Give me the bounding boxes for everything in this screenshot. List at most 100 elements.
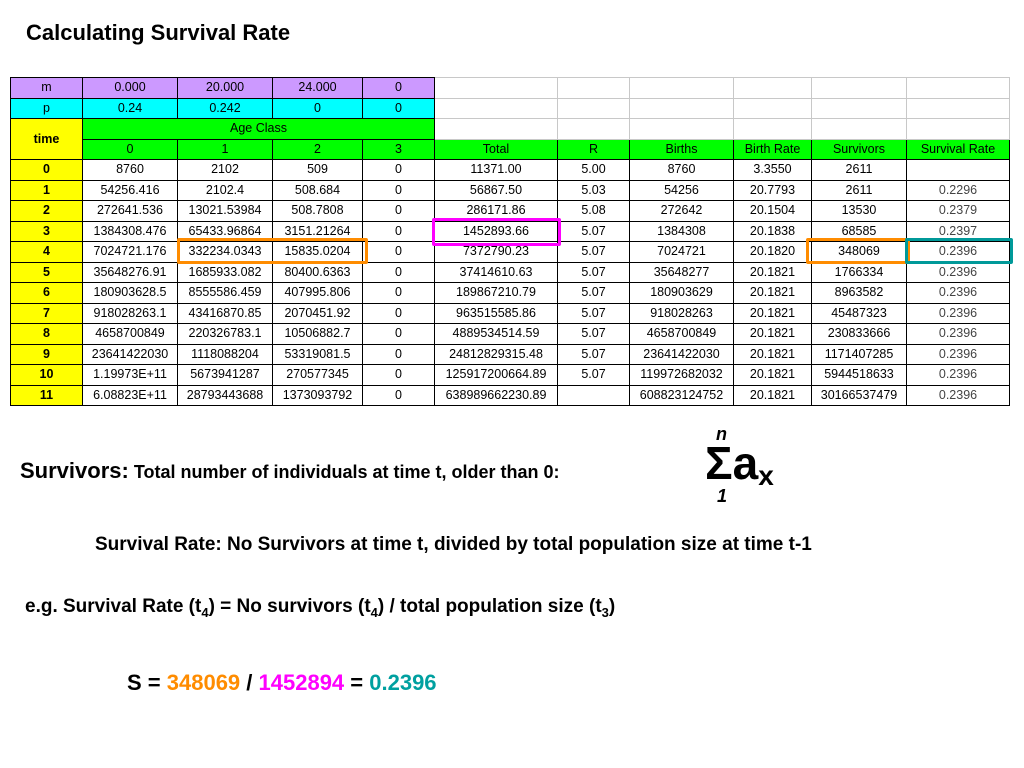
survivors-term: Survivors: xyxy=(20,458,129,483)
data-cell: 272641.536 xyxy=(82,200,178,222)
formula-result: 0.2396 xyxy=(369,670,437,695)
data-cell: 918028263 xyxy=(629,302,734,324)
column-header: R xyxy=(557,138,630,160)
data-cell: 0.2396 xyxy=(906,302,1010,324)
data-cell: 5.07 xyxy=(557,323,630,345)
empty-cell xyxy=(557,77,630,99)
column-header: Survival Rate xyxy=(906,138,1010,160)
data-cell xyxy=(906,159,1010,181)
data-cell: 45487323 xyxy=(811,302,907,324)
time-cell: 3 xyxy=(10,220,83,242)
data-cell: 68585 xyxy=(811,220,907,242)
empty-cell xyxy=(733,97,812,119)
data-cell: 35648277 xyxy=(629,261,734,283)
data-cell: 0 xyxy=(362,343,435,365)
formula-slash: / xyxy=(240,670,259,695)
example-sub-3: 3 xyxy=(601,604,609,620)
formula-prefix: S = xyxy=(127,670,167,695)
empty-cell xyxy=(733,77,812,99)
formula-total: 1452894 xyxy=(258,670,345,695)
empty-cell xyxy=(557,97,630,119)
table-row: 2 272641.536 13021.53984 508.7808 0 286171.86… xyxy=(10,200,1010,222)
m-value: 0.000 xyxy=(82,77,178,99)
data-cell: 638989662230.89 xyxy=(434,384,558,406)
table-row: 1 54256.416 2102.4 508.684 0 56867.50 5.03 5425… xyxy=(10,179,1010,201)
age-class-header: Age Class xyxy=(82,118,435,140)
data-cell: 8760 xyxy=(629,159,734,181)
time-header: time xyxy=(10,118,83,160)
table-row: 6 180903628.5 8555586.459 407995.806 0 189867… xyxy=(10,282,1010,304)
m-value: 24.000 xyxy=(272,77,363,99)
age-class-number: 0 xyxy=(82,138,178,160)
data-cell: 1384308.476 xyxy=(82,220,178,242)
data-cell: 7024721 xyxy=(629,241,734,263)
data-cell: 963515585.86 xyxy=(434,302,558,324)
data-cell: 1171407285 xyxy=(811,343,907,365)
empty-cell xyxy=(629,97,734,119)
data-cell: 119972682032 xyxy=(629,364,734,386)
data-cell: 20.1821 xyxy=(733,343,812,365)
data-cell: 0.2296 xyxy=(906,179,1010,201)
table-row: 11 6.08823E+11 28793443688 1373093792 0 63898… xyxy=(10,384,1010,406)
data-cell: 11371.00 xyxy=(434,159,558,181)
survival-rate-definition: Survival Rate: No Survivors at time t, d… xyxy=(95,534,812,555)
data-cell: 0 xyxy=(362,384,435,406)
data-cell: 24812829315.48 xyxy=(434,343,558,365)
data-cell: 7024721.176 xyxy=(82,241,178,263)
data-cell: 5673941287 xyxy=(177,364,273,386)
data-cell: 1118088204 xyxy=(177,343,273,365)
data-cell: 1452893.66 xyxy=(434,220,558,242)
data-cell: 2102.4 xyxy=(177,179,273,201)
empty-cell xyxy=(811,118,907,140)
data-cell: 508.684 xyxy=(272,179,363,201)
data-cell: 7372790.23 xyxy=(434,241,558,263)
example-text-4: ) xyxy=(608,596,616,617)
data-cell: 8555586.459 xyxy=(177,282,273,304)
data-cell: 4658700849 xyxy=(629,323,734,345)
sum-symbol: Σa xyxy=(705,437,759,489)
data-cell: 0.2396 xyxy=(906,323,1010,345)
table-row: 8 4658700849 220326783.1 10506882.7 0 4889534… xyxy=(10,323,1010,345)
data-cell: 13530 xyxy=(811,200,907,222)
data-cell: 4889534514.59 xyxy=(434,323,558,345)
data-cell: 20.1821 xyxy=(733,261,812,283)
data-cell: 20.7793 xyxy=(733,179,812,201)
data-cell: 189867210.79 xyxy=(434,282,558,304)
m-row: m 0.000 20.000 24.000 0 xyxy=(10,77,1010,99)
example-text-3: ) / total population size (t xyxy=(377,596,602,617)
data-cell: 1685933.082 xyxy=(177,261,273,283)
data-cell: 220326783.1 xyxy=(177,323,273,345)
empty-cell xyxy=(629,118,734,140)
column-header: Total xyxy=(434,138,558,160)
data-cell: 20.1821 xyxy=(733,282,812,304)
data-cell: 3.3550 xyxy=(733,159,812,181)
time-cell: 1 xyxy=(10,179,83,201)
sum-subscript: x xyxy=(758,460,774,491)
empty-cell xyxy=(906,118,1010,140)
sum-lower-limit: 1 xyxy=(717,486,728,506)
survivors-definition-text: Total number of individuals at time t, o… xyxy=(133,462,560,482)
survival-formula: S = 348069 / 1452894 = 0.2396 xyxy=(127,670,437,696)
sum-formula: Σax xyxy=(705,436,774,491)
data-cell: 5.07 xyxy=(557,241,630,263)
data-cell: 35648276.91 xyxy=(82,261,178,283)
data-cell xyxy=(557,384,630,406)
data-cell: 0.2397 xyxy=(906,220,1010,242)
time-cell: 7 xyxy=(10,302,83,324)
data-cell: 28793443688 xyxy=(177,384,273,406)
empty-cell xyxy=(434,77,558,99)
data-cell: 407995.806 xyxy=(272,282,363,304)
data-cell: 2102 xyxy=(177,159,273,181)
data-cell: 2070451.92 xyxy=(272,302,363,324)
page-title: Calculating Survival Rate xyxy=(26,20,291,45)
sum-upper-limit: n xyxy=(716,424,727,444)
time-cell: 8 xyxy=(10,323,83,345)
m-label: m xyxy=(10,77,83,99)
time-cell: 4 xyxy=(10,241,83,263)
time-cell: 10 xyxy=(10,364,83,386)
survivors-definition: Survivors: Total number of individuals a… xyxy=(20,458,560,484)
data-cell: 0 xyxy=(362,302,435,324)
empty-cell xyxy=(434,118,558,140)
survival-table: m 0.000 20.000 24.000 0 p 0.24 0.242 0 0 time Age C… xyxy=(10,77,1010,406)
data-cell: 5.08 xyxy=(557,200,630,222)
